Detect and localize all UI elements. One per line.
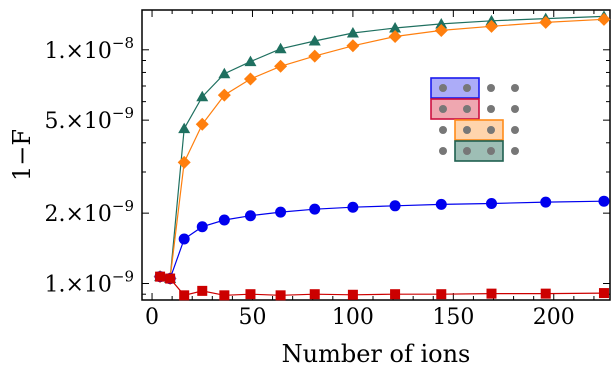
data-point xyxy=(178,233,190,245)
x-tick-label: 100 xyxy=(332,305,374,330)
data-point xyxy=(217,88,231,102)
series-line xyxy=(159,18,605,280)
inset-ion-dot xyxy=(439,126,447,134)
x-tick-label: 200 xyxy=(533,305,575,330)
x-tick-label: 0 xyxy=(145,305,159,330)
inset-ion-dot xyxy=(511,126,519,134)
data-point xyxy=(218,214,230,226)
series-square xyxy=(155,271,609,301)
data-point xyxy=(484,19,498,33)
series-triangle xyxy=(154,10,610,284)
data-point xyxy=(177,155,191,169)
inset-ion-dot xyxy=(487,105,495,113)
data-point xyxy=(196,90,209,102)
data-point xyxy=(244,55,257,67)
y-axis-label: 1−F xyxy=(8,129,36,181)
data-point xyxy=(308,49,322,63)
data-point xyxy=(389,21,402,33)
x-axis-label: Number of ions xyxy=(282,340,471,368)
data-point xyxy=(165,273,176,284)
data-point xyxy=(389,200,401,212)
inset-ion-dot xyxy=(487,147,495,155)
y-tick-exponent: −9 xyxy=(112,268,134,286)
data-point xyxy=(195,117,209,131)
data-point xyxy=(435,198,447,210)
data-point xyxy=(598,195,610,207)
data-point xyxy=(309,203,321,215)
data-point xyxy=(347,289,358,300)
data-point xyxy=(309,289,320,300)
data-point xyxy=(274,42,287,54)
plot-frame xyxy=(141,9,611,301)
inset-box xyxy=(454,119,504,141)
data-point xyxy=(540,196,552,208)
data-point xyxy=(275,290,286,301)
data-point xyxy=(274,59,288,73)
y-tick-mantissa: 5.×10 xyxy=(44,109,111,134)
data-point xyxy=(197,285,208,296)
data-point xyxy=(485,197,497,209)
inset-box xyxy=(430,77,480,99)
data-point xyxy=(244,210,256,222)
inset-box xyxy=(430,98,480,120)
data-point xyxy=(597,12,611,26)
y-tick-label: 2.×10−9 xyxy=(44,197,134,227)
inset-legend xyxy=(415,68,539,172)
series-line xyxy=(159,200,605,280)
data-point xyxy=(435,17,448,29)
data-point xyxy=(178,122,191,134)
data-point xyxy=(436,289,447,300)
y-tick-label: 5.×10−9 xyxy=(44,104,134,134)
data-point xyxy=(346,39,360,53)
inset-ion-dot xyxy=(511,105,519,113)
inset-ion-dot xyxy=(511,84,519,92)
data-point xyxy=(275,206,287,218)
data-point xyxy=(218,67,231,79)
series-diamond xyxy=(153,12,611,286)
y-tick-exponent: −8 xyxy=(112,34,134,52)
y-tick-mantissa: 1.×10 xyxy=(44,39,111,64)
series-layer xyxy=(153,10,611,301)
data-point xyxy=(486,288,497,299)
inset-ion-dot xyxy=(439,147,447,155)
data-point xyxy=(245,289,256,300)
series-circle xyxy=(154,195,610,285)
data-point xyxy=(346,26,359,38)
y-tick-exponent: −9 xyxy=(112,197,134,215)
x-axis: 0 50 100 150 200 xyxy=(145,10,595,330)
data-point xyxy=(179,290,190,301)
inset-box xyxy=(454,140,504,162)
x-tick-label: 50 xyxy=(238,305,266,330)
data-point xyxy=(434,23,448,37)
y-tick-exponent: −9 xyxy=(112,104,134,122)
data-point xyxy=(390,289,401,300)
data-point xyxy=(388,29,402,43)
y-tick-label: 1.×10−9 xyxy=(44,268,134,298)
data-point xyxy=(598,288,609,299)
y-tick-mantissa: 1.×10 xyxy=(44,273,111,298)
data-point xyxy=(308,35,321,46)
x-tick-label: 150 xyxy=(432,305,474,330)
data-point xyxy=(196,221,208,233)
y-tick-label: 1.×10−8 xyxy=(44,34,134,64)
inset-ion-dot xyxy=(439,105,447,113)
inset-ion-dot xyxy=(487,126,495,134)
inset-ion-dot xyxy=(511,147,519,155)
inset-ion-dot xyxy=(439,84,447,92)
inset-ion-dot xyxy=(463,126,471,134)
inset-ion-dot xyxy=(463,105,471,113)
data-point xyxy=(155,271,166,282)
data-point xyxy=(243,72,257,86)
data-point xyxy=(219,290,230,301)
inset-ion-dot xyxy=(463,147,471,155)
y-tick-mantissa: 2.×10 xyxy=(44,202,111,227)
data-point xyxy=(347,201,359,213)
data-point xyxy=(539,15,553,29)
y-axis: 1.×10−92.×10−95.×10−91.×10−8 xyxy=(44,34,610,298)
series-line xyxy=(159,15,605,280)
inset-ion-dot xyxy=(487,84,495,92)
data-point xyxy=(540,288,551,299)
inset-ion-dot xyxy=(463,84,471,92)
